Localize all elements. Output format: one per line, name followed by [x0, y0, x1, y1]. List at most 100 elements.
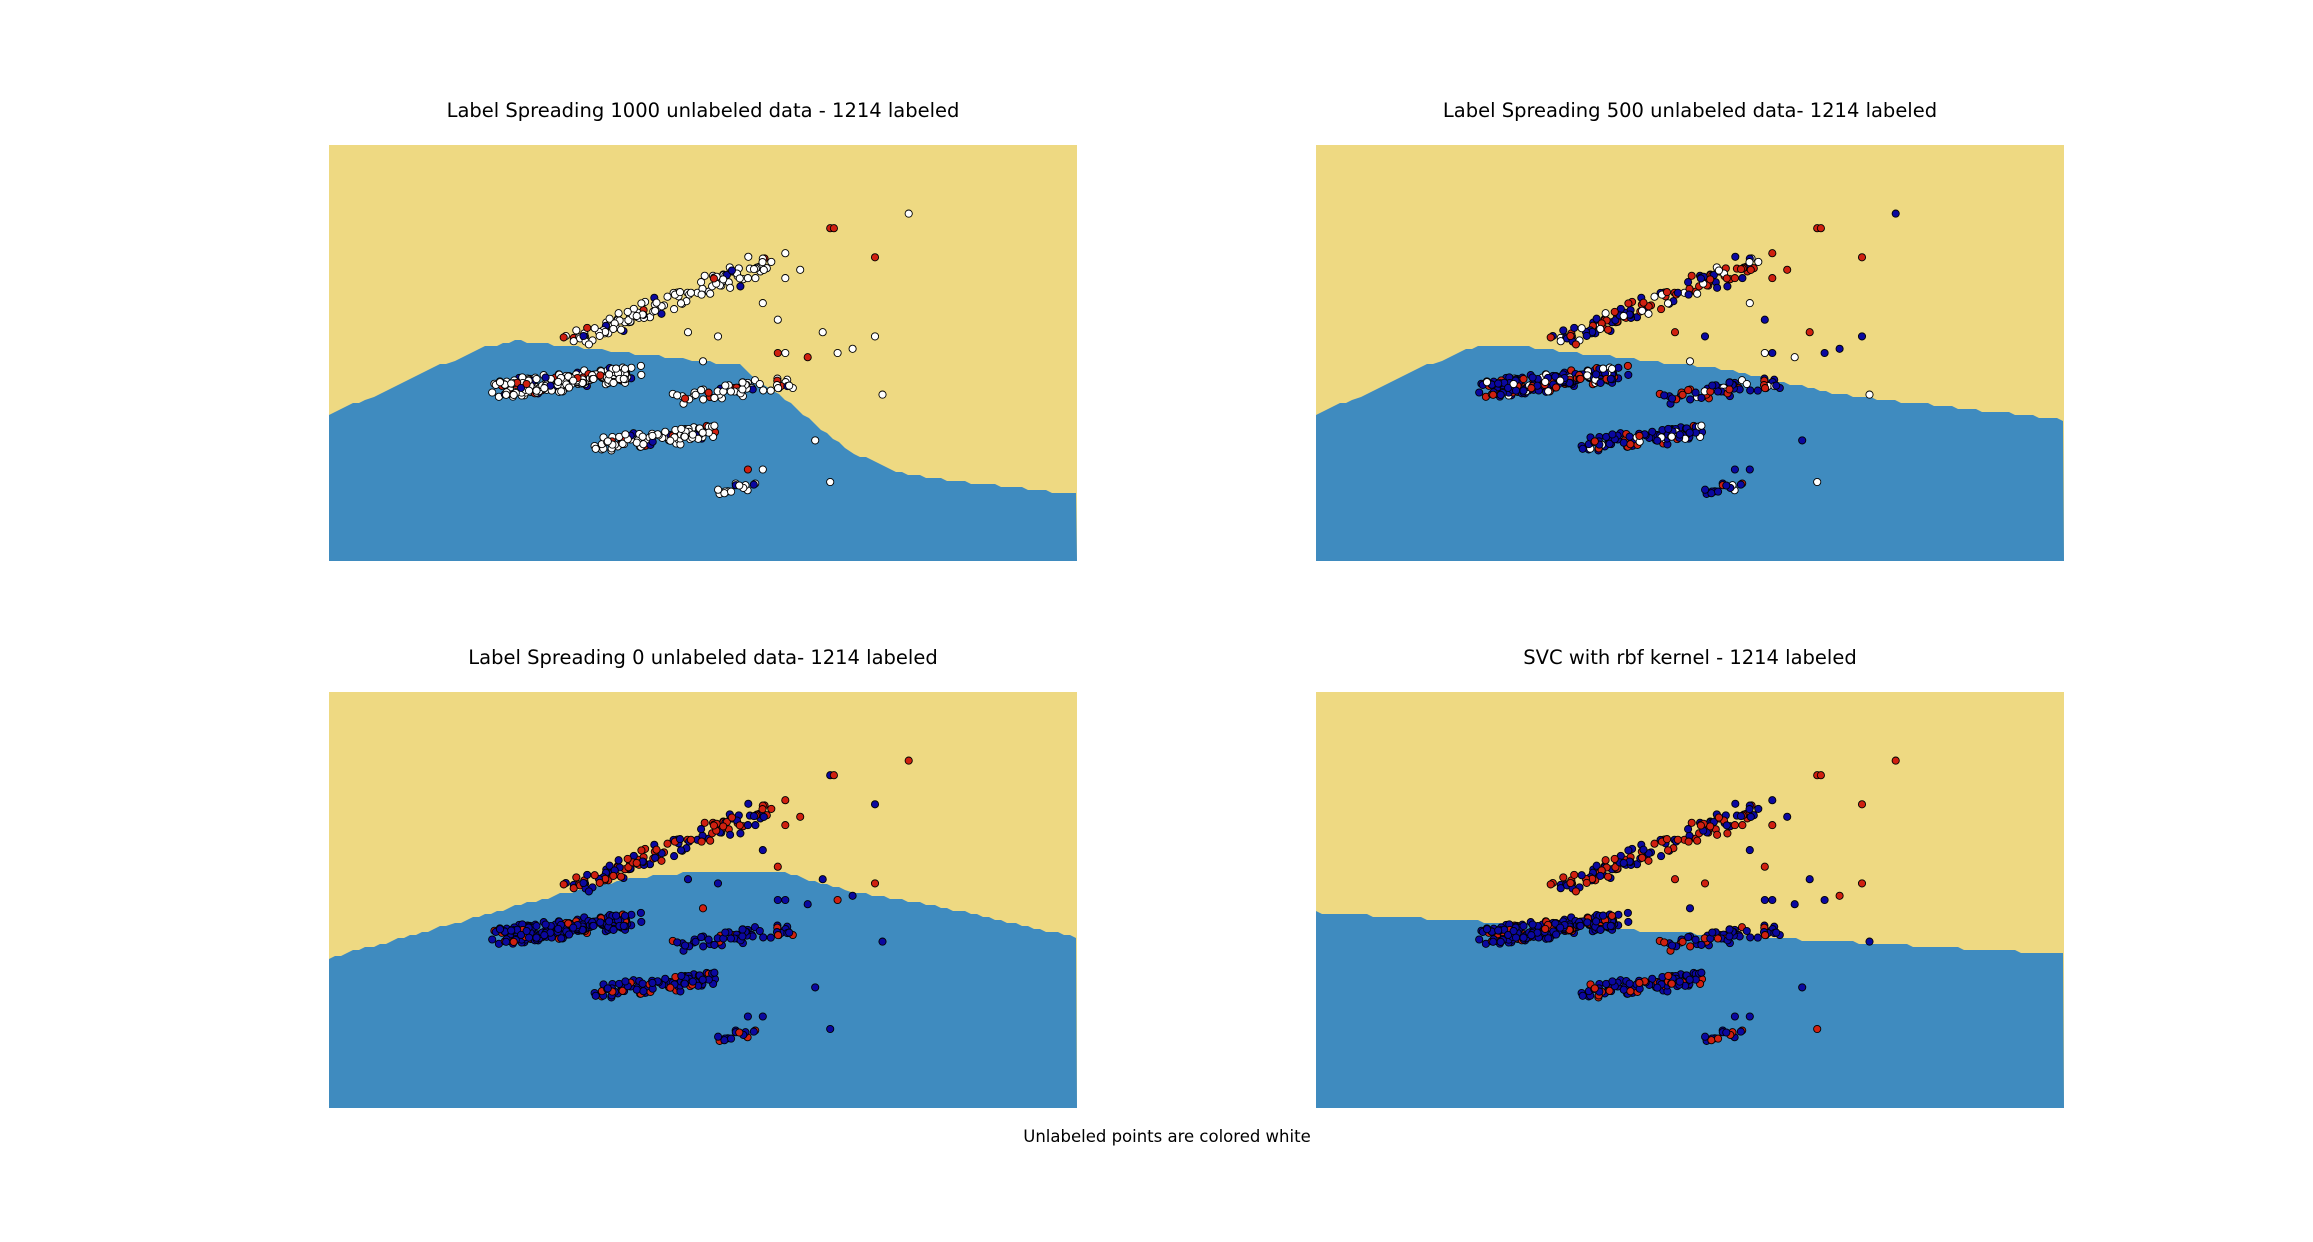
- data-point: [1685, 357, 1695, 366]
- data-point: [1768, 274, 1777, 283]
- data-point: [1754, 804, 1763, 813]
- data-point: [698, 975, 707, 984]
- data-point: [1606, 374, 1615, 383]
- data-point: [767, 804, 776, 813]
- plot-area: [1316, 145, 2064, 561]
- data-point: [727, 813, 736, 822]
- data-point: [1552, 383, 1561, 392]
- data-point: [726, 934, 735, 943]
- data-point: [1590, 984, 1599, 993]
- data-point: [1619, 438, 1628, 447]
- plot-area: [329, 145, 1077, 561]
- data-point: [829, 224, 838, 233]
- data-point: [738, 932, 747, 941]
- data-point: [677, 424, 686, 433]
- data-point: [826, 477, 835, 487]
- data-point: [721, 381, 730, 390]
- data-point: [557, 934, 566, 943]
- data-point: [681, 941, 690, 950]
- data-point: [1605, 439, 1614, 448]
- data-point: [1635, 978, 1644, 987]
- data-point: [1583, 918, 1592, 927]
- data-point: [683, 328, 693, 337]
- data-point: [666, 436, 675, 445]
- data-point: [663, 292, 672, 301]
- data-point: [651, 853, 660, 862]
- data-point: [609, 324, 618, 333]
- data-point: [675, 835, 685, 844]
- data-point: [1509, 926, 1518, 936]
- data-point: [579, 878, 588, 888]
- data-point: [1670, 875, 1680, 884]
- data-point: [749, 480, 758, 489]
- data-point: [1546, 880, 1555, 889]
- data-point: [709, 821, 718, 830]
- data-point: [1706, 275, 1715, 284]
- data-point: [1708, 928, 1717, 937]
- data-point: [1678, 937, 1687, 946]
- data-point: [595, 331, 604, 340]
- data-point: [781, 348, 790, 358]
- data-point: [1639, 298, 1648, 307]
- data-point: [1626, 440, 1635, 449]
- data-point: [589, 374, 598, 383]
- data-point: [1746, 812, 1755, 821]
- data-point: [1624, 370, 1633, 379]
- data-point: [1670, 328, 1680, 337]
- data-point: [652, 845, 661, 854]
- data-point: [1626, 987, 1635, 996]
- data-point: [785, 381, 794, 390]
- data-point: [554, 377, 563, 386]
- data-point: [691, 937, 700, 946]
- data-point: [1722, 821, 1731, 830]
- data-point: [666, 983, 675, 992]
- data-point: [749, 265, 759, 274]
- subplot-svc-rbf: SVC with rbf kernel - 1214 labeled: [1316, 646, 2064, 1108]
- data-point: [1697, 968, 1706, 977]
- data-point: [697, 933, 706, 942]
- subplot-title: SVC with rbf kernel - 1214 labeled: [1523, 646, 1856, 669]
- data-point: [1760, 862, 1769, 871]
- data-point: [1736, 812, 1746, 821]
- data-point: [878, 937, 887, 946]
- data-point: [605, 314, 614, 323]
- data-point: [738, 925, 747, 934]
- data-point: [721, 928, 730, 937]
- data-point: [1511, 933, 1521, 942]
- scatter-points: [488, 756, 913, 1045]
- data-point: [1596, 378, 1605, 387]
- data-point: [1686, 942, 1695, 951]
- data-point: [1685, 975, 1694, 984]
- data-point: [796, 265, 805, 274]
- data-point: [1668, 941, 1677, 950]
- data-point: [727, 1034, 736, 1043]
- data-point: [697, 825, 706, 834]
- data-point: [781, 821, 790, 830]
- data-point: [704, 935, 713, 944]
- data-point: [509, 937, 518, 946]
- data-point: [736, 829, 745, 838]
- data-point: [673, 391, 682, 400]
- data-point: [507, 926, 516, 935]
- data-point: [1684, 386, 1693, 395]
- data-point: [697, 278, 706, 287]
- data-point: [1745, 465, 1754, 474]
- data-point: [848, 891, 857, 900]
- data-point: [1700, 879, 1710, 888]
- data-point: [1686, 395, 1695, 404]
- data-point: [870, 332, 880, 341]
- data-point: [637, 370, 646, 379]
- data-point: [1706, 822, 1715, 831]
- data-point: [639, 987, 648, 996]
- data-point: [688, 430, 697, 439]
- data-point: [1592, 861, 1601, 870]
- data-point: [1725, 378, 1734, 387]
- data-point: [1577, 871, 1586, 880]
- data-point: [1496, 390, 1505, 399]
- data-point: [1798, 983, 1807, 992]
- data-point: [1813, 1024, 1822, 1034]
- data-point: [1691, 935, 1700, 944]
- data-point: [1610, 307, 1619, 316]
- data-point: [755, 926, 764, 936]
- data-point: [1571, 887, 1580, 896]
